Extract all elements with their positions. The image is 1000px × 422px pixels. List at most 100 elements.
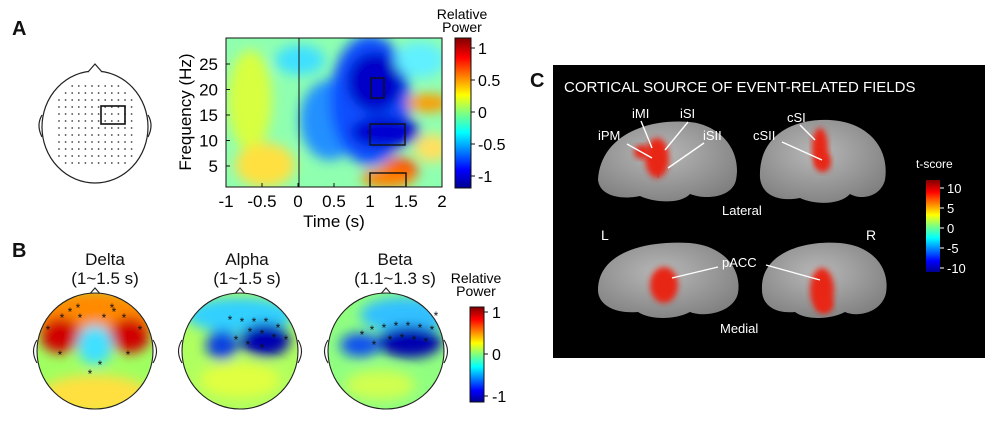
c-colorbar-title: t-score: [916, 157, 953, 171]
star-marker: *: [110, 301, 115, 315]
panel-c-title: CORTICAL SOURCE OF EVENT-RELATED FIELDS: [564, 79, 915, 96]
alpha-range: (1~1.5 s): [213, 269, 281, 288]
star-marker: *: [46, 323, 51, 337]
topo-cb-title: Relative: [451, 270, 502, 286]
label-left: L: [601, 227, 609, 243]
panel-c-background: [553, 65, 985, 358]
star-marker: *: [260, 327, 265, 341]
left-ear-icon: [38, 114, 43, 138]
tf-cb-title: Relative: [437, 6, 488, 22]
label-medial: Medial: [720, 321, 758, 336]
panel-letter-a: A: [12, 18, 27, 40]
tf-x-tick: 0.5: [322, 192, 346, 211]
star-marker: *: [412, 333, 417, 347]
tf-x-tick: -0.5: [247, 192, 276, 211]
topo-cb-tick: 0: [492, 347, 501, 364]
star-marker: *: [260, 341, 265, 355]
star-marker: *: [360, 328, 365, 342]
head-outline: [41, 70, 149, 184]
tf-x-label: Time (s): [303, 212, 365, 231]
label-isi: iSI: [680, 106, 695, 121]
beta-range: (1.1~1.3 s): [354, 269, 436, 288]
sensor-dots: [58, 85, 133, 164]
label-csii: cSII: [753, 128, 775, 143]
star-marker: *: [370, 323, 375, 337]
delta-range: (1~1.5 s): [71, 269, 139, 288]
sensor-roi-box: [100, 105, 126, 125]
star-marker: *: [388, 333, 393, 347]
star-marker: *: [246, 338, 251, 352]
star-marker: *: [112, 305, 117, 319]
tf-colorbar: [454, 37, 472, 189]
star-marker: *: [126, 348, 131, 362]
label-ipm: iPM: [598, 128, 620, 143]
tf-y-tick: 10: [199, 132, 218, 151]
significant-sensor-stars: * * * * * ** ** **** ** * * * ** * * ** * ** * * * * * ** * * ***: [46, 301, 439, 381]
tf-cb-tick: 0: [478, 105, 487, 122]
topo-cb-title: Power: [456, 283, 496, 299]
topo-cb-tick: -1: [492, 389, 506, 406]
topo-cb-tick: 1: [492, 305, 501, 322]
alpha-name: Alpha: [225, 250, 269, 269]
topomap-beta: [323, 287, 449, 410]
star-marker: *: [394, 319, 399, 333]
star-marker: *: [276, 321, 281, 335]
tf-y-tick: 5: [209, 157, 218, 176]
star-marker: *: [434, 309, 439, 323]
c-colorbar-axis: 10 5 0 -5 -10: [940, 181, 966, 276]
star-marker: *: [98, 358, 103, 372]
tf-x-tick: 0: [293, 192, 302, 211]
beta-title: Beta (1.1~1.3 s): [340, 250, 450, 288]
label-csi: cSI: [787, 110, 806, 125]
tf-cb-tick: 1: [478, 41, 487, 58]
alpha-title: Alpha (1~1.5 s): [192, 250, 302, 288]
star-marker: *: [58, 348, 63, 362]
tf-y-tick: 15: [199, 106, 218, 125]
star-marker: *: [272, 331, 277, 345]
tf-x-tick: -1: [218, 192, 233, 211]
topomap-delta: [32, 287, 158, 410]
tf-axes: -1 -0.5 0 0.5 1 1.5 2 25 20 15 10 5 Time (s) Frequenc…: [176, 53, 447, 231]
star-marker: *: [372, 338, 377, 352]
beta-name: Beta: [377, 250, 413, 269]
tf-x-tick: 1.5: [394, 192, 418, 211]
label-imi: iMI: [632, 106, 649, 121]
c-cb-tick: 10: [947, 181, 961, 196]
tf-x-tick: 1: [365, 192, 374, 211]
nose-icon: [87, 63, 103, 73]
star-marker: *: [68, 305, 73, 319]
star-marker: *: [248, 325, 253, 339]
tf-cb-tick: -1: [478, 169, 492, 186]
star-marker: *: [76, 301, 81, 315]
topo-colorbar: [469, 306, 485, 403]
c-cb-tick: 5: [947, 201, 954, 216]
tf-y-label: Frequency (Hz): [176, 53, 195, 170]
label-pacc: pACC: [722, 255, 757, 270]
star-marker: *: [122, 311, 127, 325]
tf-y-tick: 20: [199, 81, 218, 100]
sensor-head-map: [38, 63, 152, 184]
star-marker: *: [264, 315, 269, 329]
label-right: R: [866, 227, 876, 243]
brain-right-lateral: [759, 119, 886, 203]
label-isii: iSII: [703, 128, 722, 143]
star-marker: *: [138, 323, 143, 337]
panel-letter-c: C: [530, 70, 545, 92]
star-marker: *: [406, 319, 411, 333]
label-leader-lines: [626, 120, 823, 281]
c-colorbar: [926, 180, 940, 272]
label-lateral: Lateral: [722, 203, 762, 218]
star-marker: *: [102, 311, 107, 325]
delta-title: Delta (1~1.5 s): [50, 250, 160, 288]
topomap-alpha: [177, 287, 303, 410]
star-marker: *: [240, 315, 245, 329]
brain-left-lateral: [598, 121, 737, 202]
star-marker: *: [284, 333, 289, 347]
star-marker: *: [88, 367, 93, 381]
panel-letter-b: B: [12, 240, 27, 262]
delta-name: Delta: [85, 250, 125, 269]
right-ear-icon: [147, 114, 152, 138]
